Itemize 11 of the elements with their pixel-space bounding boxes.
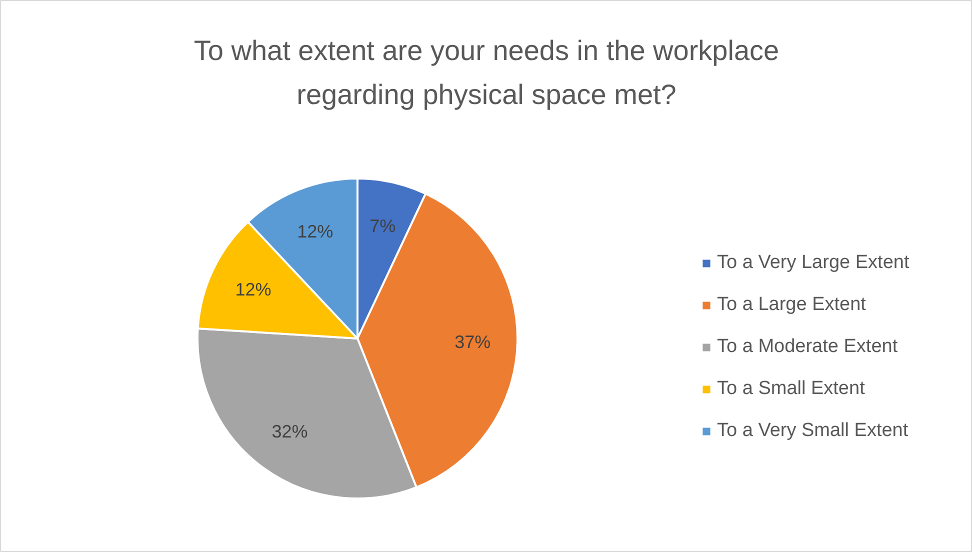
data-label: 12% [235, 279, 272, 300]
legend-label: To a Large Extent [717, 294, 866, 316]
legend-label: To a Very Small Extent [717, 420, 908, 442]
legend-label: To a Very Large Extent [717, 252, 910, 274]
data-label: 12% [297, 221, 334, 242]
legend-label: To a Small Extent [717, 378, 865, 400]
data-label: 37% [454, 332, 491, 352]
data-label: 32% [272, 422, 308, 442]
chart-title: To what extent are your needs in the workplace regarding physical space met? [194, 35, 780, 110]
data-label: 7% [370, 216, 396, 236]
legend-label: To a Moderate Extent [717, 336, 898, 358]
